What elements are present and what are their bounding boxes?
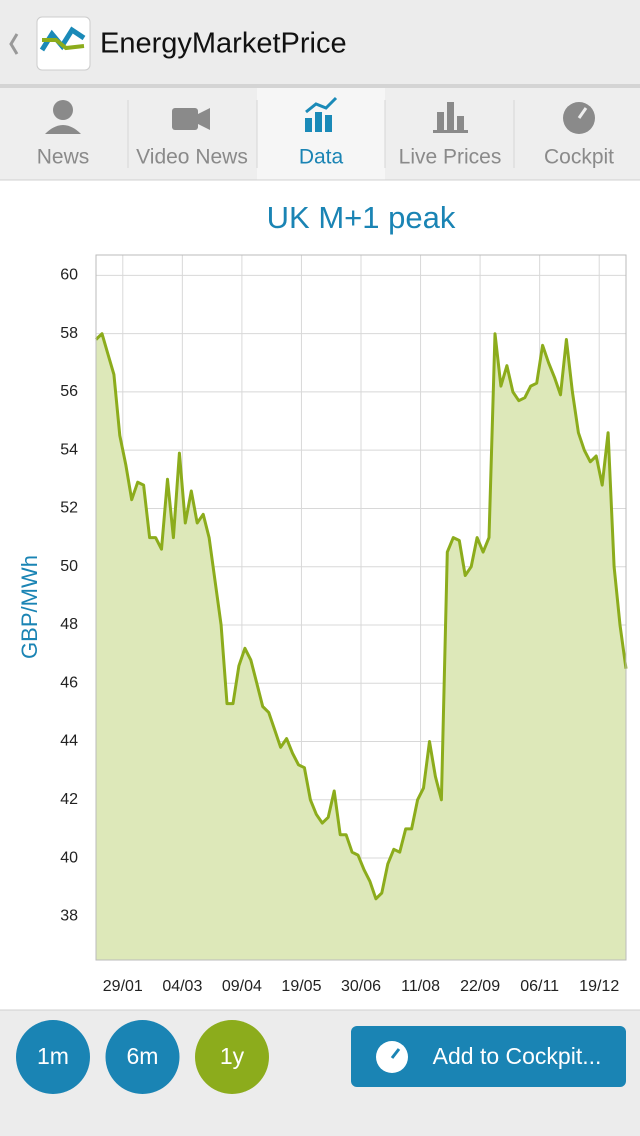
cockpit-icon <box>577 107 588 119</box>
chart-title: UK M+1 peak <box>267 200 456 235</box>
plot-border <box>95 254 627 961</box>
x-tick-label: 22/09 <box>460 978 500 995</box>
live-icon <box>457 116 464 130</box>
logo-line <box>42 38 85 51</box>
x-tick-label: 06/11 <box>520 978 559 995</box>
range-button[interactable] <box>16 1020 90 1094</box>
data-icon <box>315 112 322 132</box>
live-icon <box>433 130 468 133</box>
x-tick-label: 19/12 <box>579 978 619 995</box>
data-icon <box>305 96 338 114</box>
range-button[interactable] <box>105 1020 180 1094</box>
x-tick-label: 09/04 <box>222 978 262 995</box>
y-tick-label: 58 <box>60 325 78 342</box>
range-button-label: 6m <box>127 1043 159 1069</box>
y-tick-label: 40 <box>60 849 78 866</box>
y-axis-label: GBP/MWh <box>17 555 42 659</box>
app-bar <box>0 0 640 84</box>
range-button-label: 1m <box>37 1043 69 1069</box>
news-icon <box>53 100 73 120</box>
tab-icons <box>45 96 595 134</box>
back-icon[interactable] <box>9 33 19 55</box>
data-icon <box>305 118 312 132</box>
x-tick-label: 11/08 <box>401 978 440 995</box>
tab-label[interactable]: Data <box>299 146 344 169</box>
range-button-label: 1y <box>220 1043 245 1069</box>
divider <box>0 84 640 88</box>
plot: 38 40 42 44 46 48 50 52 54 56 58 60 29/01 04/03 09/04 1… <box>60 254 628 995</box>
tab-selected-bg <box>257 88 385 180</box>
y-tick-label: 56 <box>60 383 78 400</box>
video-icon <box>198 108 210 130</box>
tab-label[interactable]: Video News <box>136 146 248 169</box>
y-tick-label: 60 <box>60 267 78 284</box>
news-icon <box>45 125 81 134</box>
y-tick-label: 44 <box>60 733 78 750</box>
cockpit-button-label: Add to Cockpit... <box>433 1043 602 1069</box>
y-tick-label: 46 <box>60 674 78 691</box>
range-buttons: 1m 6m 1y <box>16 1020 269 1094</box>
video-icon <box>172 108 198 130</box>
y-tick-label: 38 <box>60 908 78 925</box>
tab-label[interactable]: News <box>37 146 90 169</box>
y-tick-label: 52 <box>60 500 78 517</box>
line <box>94 332 628 901</box>
data-icon <box>325 115 332 132</box>
range-button[interactable] <box>195 1020 269 1094</box>
tab-dividers <box>127 100 515 168</box>
cockpit-button-icon <box>390 1048 401 1059</box>
live-icon <box>437 112 444 130</box>
tab-label[interactable]: Live Prices <box>399 146 502 169</box>
y-tick-label: 42 <box>60 791 78 808</box>
cockpit-button[interactable] <box>351 1026 626 1087</box>
x-tick-label: 30/06 <box>341 978 381 995</box>
x-tick-label: 29/01 <box>103 978 143 995</box>
x-tick-label: 19/05 <box>281 978 321 995</box>
y-tick-label: 50 <box>60 558 78 575</box>
app-title: EnergyMarketPrice <box>100 28 347 60</box>
tabs: News Video News Data Live Prices Cockpit <box>37 146 614 169</box>
tab-label[interactable]: Cockpit <box>544 146 614 169</box>
live-icon <box>447 102 454 130</box>
y-tick-label: 54 <box>60 441 78 458</box>
y-tick-label: 48 <box>60 616 78 633</box>
x-tick-label: 04/03 <box>162 978 202 995</box>
area <box>96 333 626 960</box>
